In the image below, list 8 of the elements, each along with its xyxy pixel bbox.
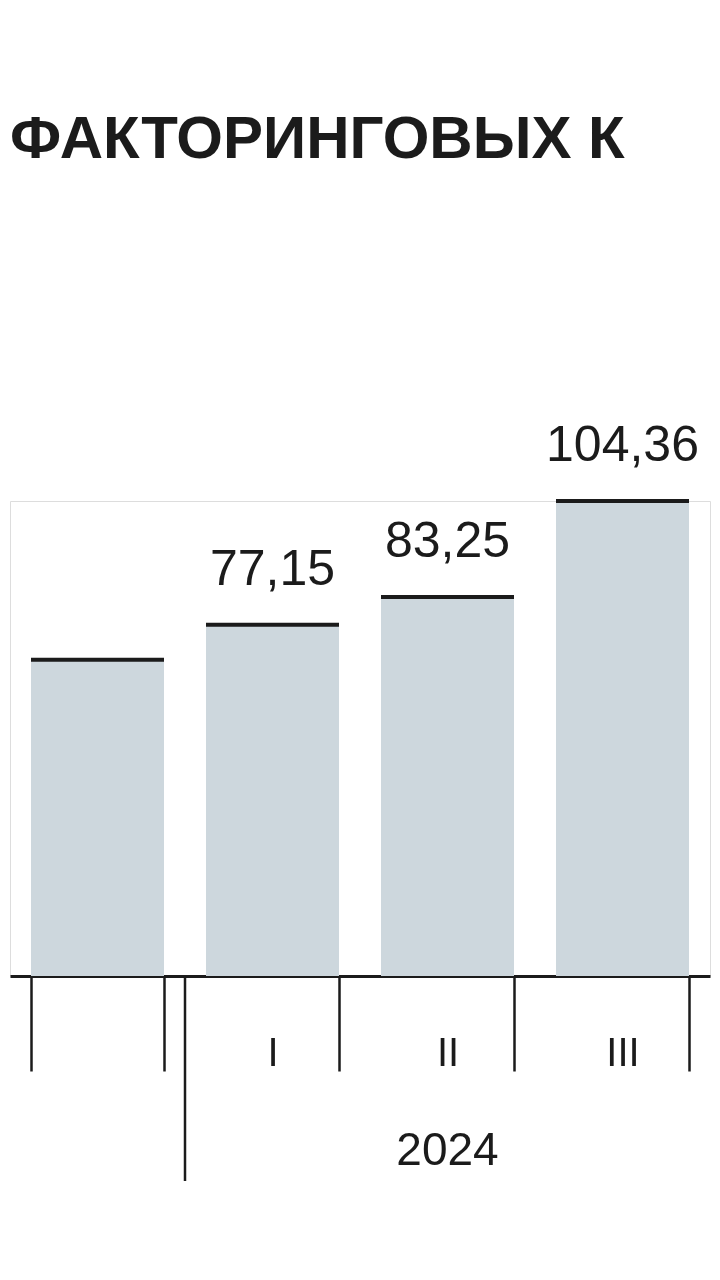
data-label: 104,36	[546, 416, 699, 472]
x-tick-label: II	[436, 1029, 460, 1074]
x-tick-label: III	[606, 1029, 640, 1074]
data-label: 83,25	[384, 512, 511, 569]
data-label: 77,15	[209, 539, 336, 596]
chart-title: ФАКТОРИНГОВЫХ К	[10, 104, 626, 171]
text: 2024	[396, 1123, 499, 1175]
x-tick-label: I	[267, 1029, 279, 1074]
